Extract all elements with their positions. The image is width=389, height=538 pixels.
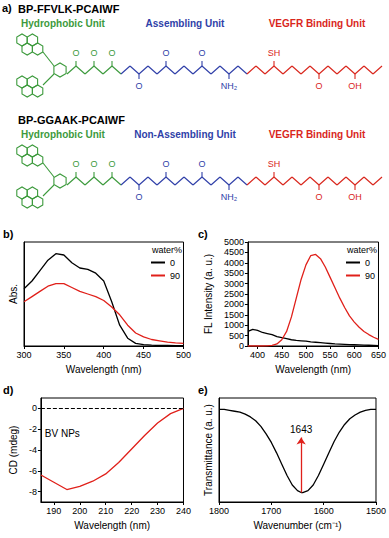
svg-text:O: O — [90, 159, 97, 169]
svg-text:0: 0 — [239, 341, 244, 351]
svg-text:NH₂: NH₂ — [221, 81, 238, 91]
svg-text:O: O — [135, 192, 142, 202]
svg-text:1500: 1500 — [366, 506, 386, 516]
svg-text:90: 90 — [170, 271, 180, 281]
svg-text:Hydrophobic Unit: Hydrophobic Unit — [21, 129, 106, 140]
svg-text:0: 0 — [365, 258, 370, 268]
svg-text:O: O — [135, 81, 142, 91]
svg-text:e): e) — [198, 384, 208, 396]
svg-text:O: O — [72, 159, 79, 169]
svg-text:1000: 1000 — [224, 320, 244, 330]
svg-text:400: 400 — [250, 350, 265, 360]
svg-text:O: O — [162, 48, 169, 58]
svg-text:CD (mdeg): CD (mdeg) — [8, 426, 19, 475]
svg-text:BP-GGAAK-PCAIWF: BP-GGAAK-PCAIWF — [18, 114, 125, 126]
svg-text:210: 210 — [98, 506, 113, 516]
svg-text:b): b) — [3, 228, 14, 240]
svg-text:Non-Assembling Unit: Non-Assembling Unit — [134, 129, 236, 140]
svg-text:300: 300 — [16, 350, 31, 360]
svg-text:-2: -2 — [29, 424, 37, 434]
svg-text:O: O — [315, 81, 322, 91]
svg-text:200: 200 — [72, 506, 87, 516]
svg-text:400: 400 — [96, 350, 111, 360]
svg-text:-8: -8 — [29, 487, 37, 497]
svg-text:Assembling Unit: Assembling Unit — [146, 18, 226, 29]
svg-text:SH: SH — [268, 159, 281, 169]
svg-text:O: O — [108, 48, 115, 58]
svg-text:2500: 2500 — [224, 289, 244, 299]
svg-text:O: O — [108, 159, 115, 169]
svg-text:BP-FFVLK-PCAIWF: BP-FFVLK-PCAIWF — [18, 3, 120, 15]
svg-text:2000: 2000 — [224, 299, 244, 309]
svg-text:650: 650 — [371, 350, 386, 360]
svg-text:230: 230 — [150, 506, 165, 516]
svg-text:O: O — [315, 192, 322, 202]
svg-text:OH: OH — [348, 192, 362, 202]
svg-text:600: 600 — [347, 350, 362, 360]
svg-text:Wavenumber (cm⁻¹): Wavenumber (cm⁻¹) — [253, 520, 341, 531]
svg-text:Abs.: Abs. — [8, 284, 19, 304]
svg-text:500: 500 — [176, 350, 191, 360]
svg-text:0: 0 — [170, 258, 175, 268]
svg-text:4000: 4000 — [224, 258, 244, 268]
svg-text:240: 240 — [176, 506, 191, 516]
svg-text:450: 450 — [274, 350, 289, 360]
svg-text:350: 350 — [56, 350, 71, 360]
svg-text:c): c) — [198, 228, 208, 240]
svg-text:4500: 4500 — [224, 247, 244, 257]
svg-text:-6: -6 — [29, 466, 37, 476]
svg-text:500: 500 — [298, 350, 313, 360]
svg-text:1800: 1800 — [209, 506, 229, 516]
svg-text:450: 450 — [136, 350, 151, 360]
svg-text:Transmittance (a. u.): Transmittance (a. u.) — [203, 404, 214, 496]
svg-text:1500: 1500 — [224, 310, 244, 320]
svg-text:1600: 1600 — [314, 506, 334, 516]
svg-text:water%: water% — [151, 245, 182, 255]
svg-text:O: O — [90, 48, 97, 58]
svg-text:190: 190 — [46, 506, 61, 516]
svg-text:NH₂: NH₂ — [221, 192, 238, 202]
svg-text:90: 90 — [365, 271, 375, 281]
svg-text:VEGFR Binding Unit: VEGFR Binding Unit — [269, 129, 366, 140]
svg-text:VEGFR Binding Unit: VEGFR Binding Unit — [269, 18, 366, 29]
svg-text:O: O — [198, 48, 205, 58]
svg-text:Hydrophobic Unit: Hydrophobic Unit — [21, 18, 106, 29]
svg-text:5000: 5000 — [224, 237, 244, 247]
svg-text:a): a) — [2, 2, 12, 14]
svg-text:Wavelength (nm): Wavelength (nm) — [66, 364, 142, 375]
svg-text:500: 500 — [229, 331, 244, 341]
svg-text:SH: SH — [268, 48, 281, 58]
svg-text:water%: water% — [346, 245, 377, 255]
svg-text:550: 550 — [323, 350, 338, 360]
svg-text:1643: 1643 — [290, 424, 313, 435]
svg-text:BV NPs: BV NPs — [45, 428, 80, 439]
svg-text:220: 220 — [124, 506, 139, 516]
svg-text:3000: 3000 — [224, 279, 244, 289]
svg-text:O: O — [162, 159, 169, 169]
svg-text:3500: 3500 — [224, 268, 244, 278]
svg-text:0: 0 — [32, 403, 37, 413]
svg-text:Wavelength (nm): Wavelength (nm) — [74, 520, 150, 531]
svg-text:-4: -4 — [29, 445, 37, 455]
svg-text:d): d) — [3, 384, 14, 396]
svg-text:Wavelength (nm): Wavelength (nm) — [275, 364, 351, 375]
svg-text:O: O — [198, 159, 205, 169]
svg-text:OH: OH — [348, 81, 362, 91]
svg-text:O: O — [72, 48, 79, 58]
svg-text:1700: 1700 — [261, 506, 281, 516]
svg-text:FL Intensity (a. u.): FL Intensity (a. u.) — [203, 254, 214, 334]
